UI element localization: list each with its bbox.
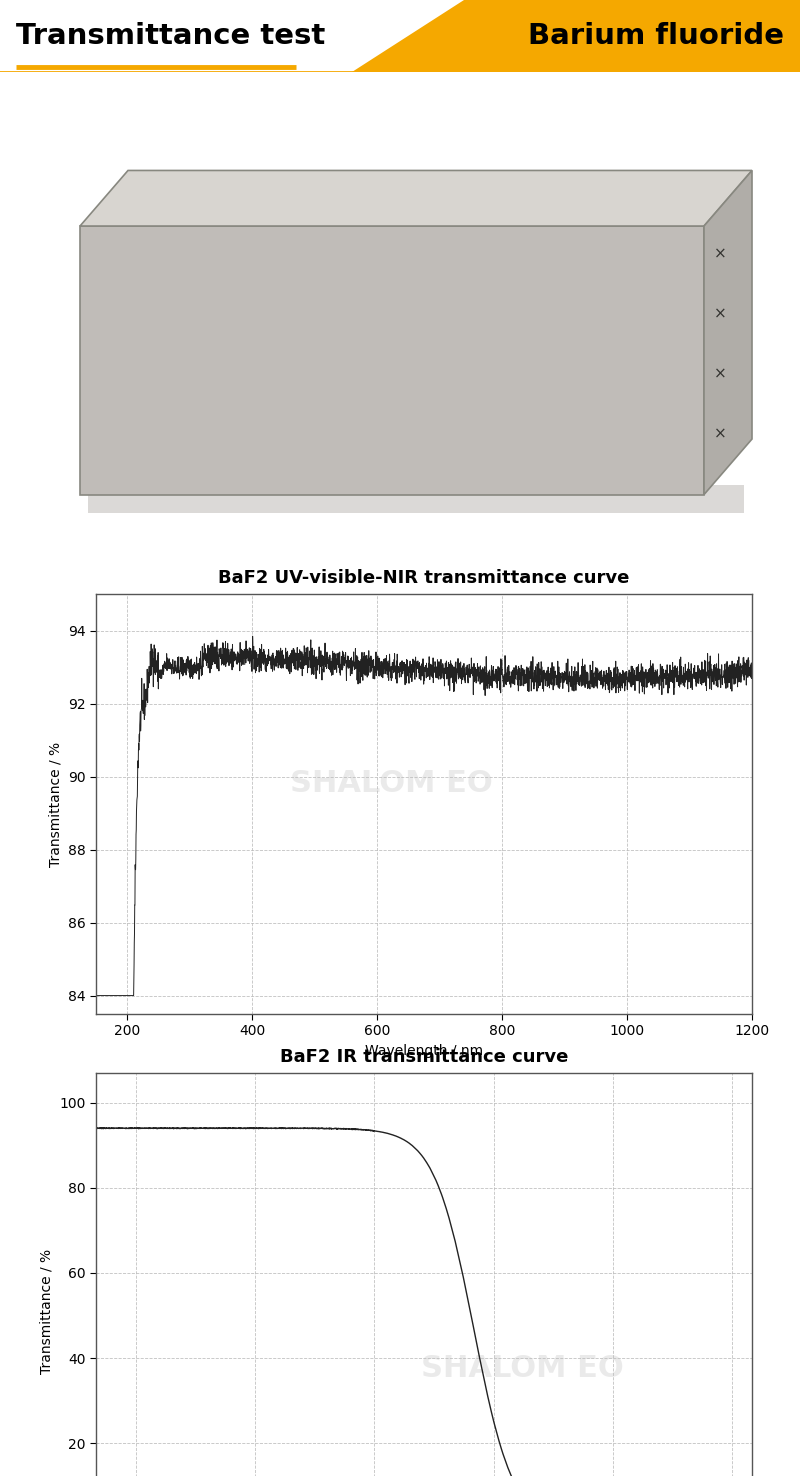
Text: SHALOM EO: SHALOM EO xyxy=(421,1353,624,1383)
Text: Barium fluoride: Barium fluoride xyxy=(528,22,784,50)
Text: ×: × xyxy=(714,246,726,261)
Bar xyxy=(80,226,704,494)
X-axis label: Wavelength / nm: Wavelength / nm xyxy=(365,1044,483,1058)
Text: SHALOM EO: SHALOM EO xyxy=(290,769,493,797)
Text: ×: × xyxy=(714,307,726,322)
Polygon shape xyxy=(80,170,752,226)
Text: ×: × xyxy=(714,427,726,441)
Title: BaF2 UV-visible-NIR transmittance curve: BaF2 UV-visible-NIR transmittance curve xyxy=(218,570,630,587)
Polygon shape xyxy=(352,0,800,72)
Y-axis label: Transmittance / %: Transmittance / % xyxy=(48,741,62,866)
Text: ×: × xyxy=(714,366,726,382)
Polygon shape xyxy=(704,170,752,494)
Y-axis label: Transmittance / %: Transmittance / % xyxy=(40,1249,54,1374)
Title: BaF2 IR transmittance curve: BaF2 IR transmittance curve xyxy=(280,1048,568,1066)
Text: Transmittance test: Transmittance test xyxy=(16,22,326,50)
Bar xyxy=(88,486,744,514)
